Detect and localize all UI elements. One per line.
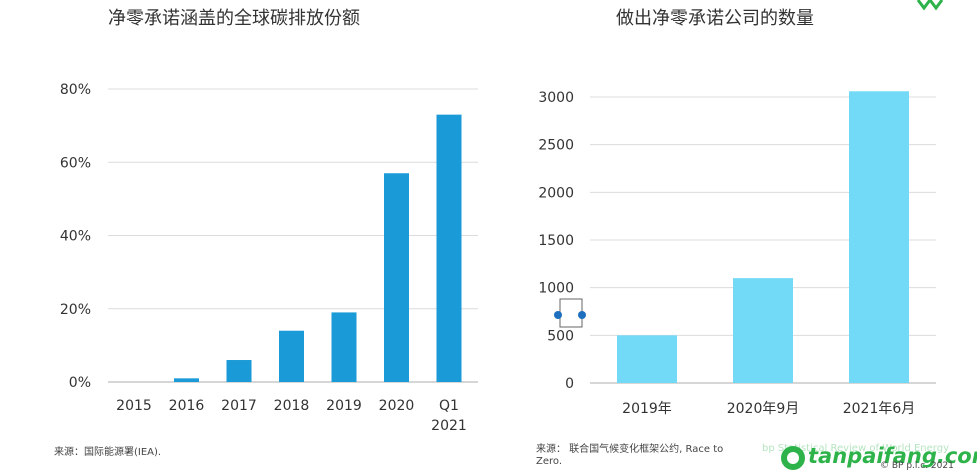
watermark-faint-text: bp Statistical Review of World Energy [762, 443, 949, 454]
right-chart-source: 来源： 联合国气候变化框架公约, Race to Zero. [536, 444, 724, 467]
x-tick-label: 2018 [274, 398, 310, 414]
selection-handle-right [578, 311, 586, 319]
left-chart-title: 净零承诺涵盖的全球碳排放份额 [108, 8, 360, 29]
bar [384, 173, 409, 382]
y-tick-label: 60% [60, 155, 91, 171]
corner-logo-icon [916, 0, 944, 11]
bar [436, 114, 462, 382]
x-tick-label: 2016 [169, 398, 205, 414]
watermark-brand-text: tanpaifang.com [808, 444, 977, 468]
y-tick-label: 1500 [538, 233, 574, 249]
right-chart-panel: 做出净零承诺公司的数量 0 500 1000 1500 2000 2500 3000 2019… [488, 0, 977, 475]
x-tick-label: 2019年 [622, 401, 672, 417]
x-tick-label: 2020年9月 [727, 401, 800, 417]
bar [226, 360, 252, 382]
y-tick-label: 0% [69, 375, 91, 391]
y-tick-label: 20% [60, 302, 91, 318]
x-tick-label: 2019 [326, 398, 362, 414]
y-tick-label: 1000 [538, 281, 574, 297]
bar [733, 278, 793, 383]
selection-handle-left [554, 311, 562, 319]
x-tick-label: 2021年6月 [843, 401, 916, 417]
y-tick-label: 2000 [538, 185, 574, 201]
y-tick-label: 500 [547, 328, 574, 344]
y-tick-label: 40% [60, 229, 91, 245]
bar [849, 91, 909, 383]
x-tick-label: Q1 [439, 398, 459, 414]
y-tick-label: 80% [60, 82, 91, 98]
right-chart-svg: 0 500 1000 1500 2000 2500 3000 2019年 2020年9月 2021… [538, 90, 936, 417]
x-tick-label: 2020 [379, 398, 415, 414]
y-tick-label: 2500 [538, 138, 574, 154]
copyright-text: © BP p.l.c. 2021 [880, 461, 954, 471]
y-tick-label: 0 [565, 376, 574, 392]
x-tick-label: 2015 [116, 398, 152, 414]
left-chart-source: 来源：国际能源署(IEA). [54, 447, 162, 458]
y-tick-label: 3000 [538, 90, 574, 106]
x-tick-label: 2017 [221, 398, 257, 414]
left-chart-svg: 0% 20% 40% 60% 80% 2015 2016 2017 2018 2019 2020 Q1… [60, 82, 478, 434]
bar [279, 330, 304, 382]
bar [331, 312, 357, 382]
x-tick-label: 2021 [431, 418, 467, 434]
right-chart-title: 做出净零承诺公司的数量 [616, 8, 814, 29]
bar [617, 335, 677, 383]
watermark-logo-icon [781, 446, 805, 470]
bar [174, 378, 199, 382]
left-chart-panel: 净零承诺涵盖的全球碳排放份额 0% 20% 40% 60% 80% 2015 2016 201… [0, 0, 488, 475]
